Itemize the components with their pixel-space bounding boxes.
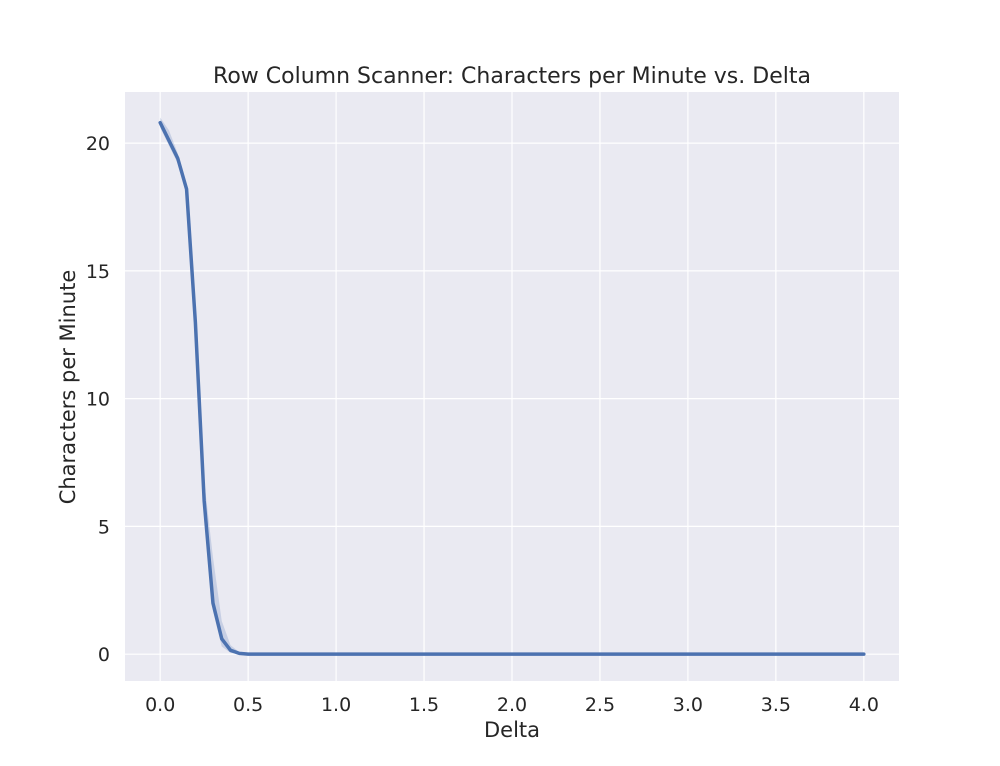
chart-title: Row Column Scanner: Characters per Minut… [213, 64, 811, 89]
x-tick-labels: 0.0 0.5 1.0 1.5 2.0 2.5 3.0 3.5 4.0 [145, 694, 879, 716]
x-tick-label: 2.5 [585, 694, 615, 716]
y-tick-label: 0 [98, 644, 110, 666]
x-tick-label: 0.0 [145, 694, 175, 716]
y-tick-label: 5 [98, 516, 110, 538]
y-tick-label: 10 [86, 389, 110, 411]
x-tick-label: 0.5 [233, 694, 263, 716]
series-line [158, 120, 866, 656]
x-tick-label: 4.0 [849, 694, 879, 716]
y-tick-labels: 0 5 10 15 20 [86, 133, 110, 666]
x-tick-label: 2.0 [497, 694, 527, 716]
x-tick-label: 1.5 [409, 694, 439, 716]
x-tick-label: 3.0 [673, 694, 703, 716]
y-tick-label: 20 [86, 133, 110, 155]
x-tick-label: 3.5 [761, 694, 791, 716]
x-tick-label: 1.0 [321, 694, 351, 716]
y-tick-label: 15 [86, 261, 110, 283]
y-axis-label: Characters per Minute [56, 270, 80, 505]
x-axis-label: Delta [484, 718, 540, 742]
